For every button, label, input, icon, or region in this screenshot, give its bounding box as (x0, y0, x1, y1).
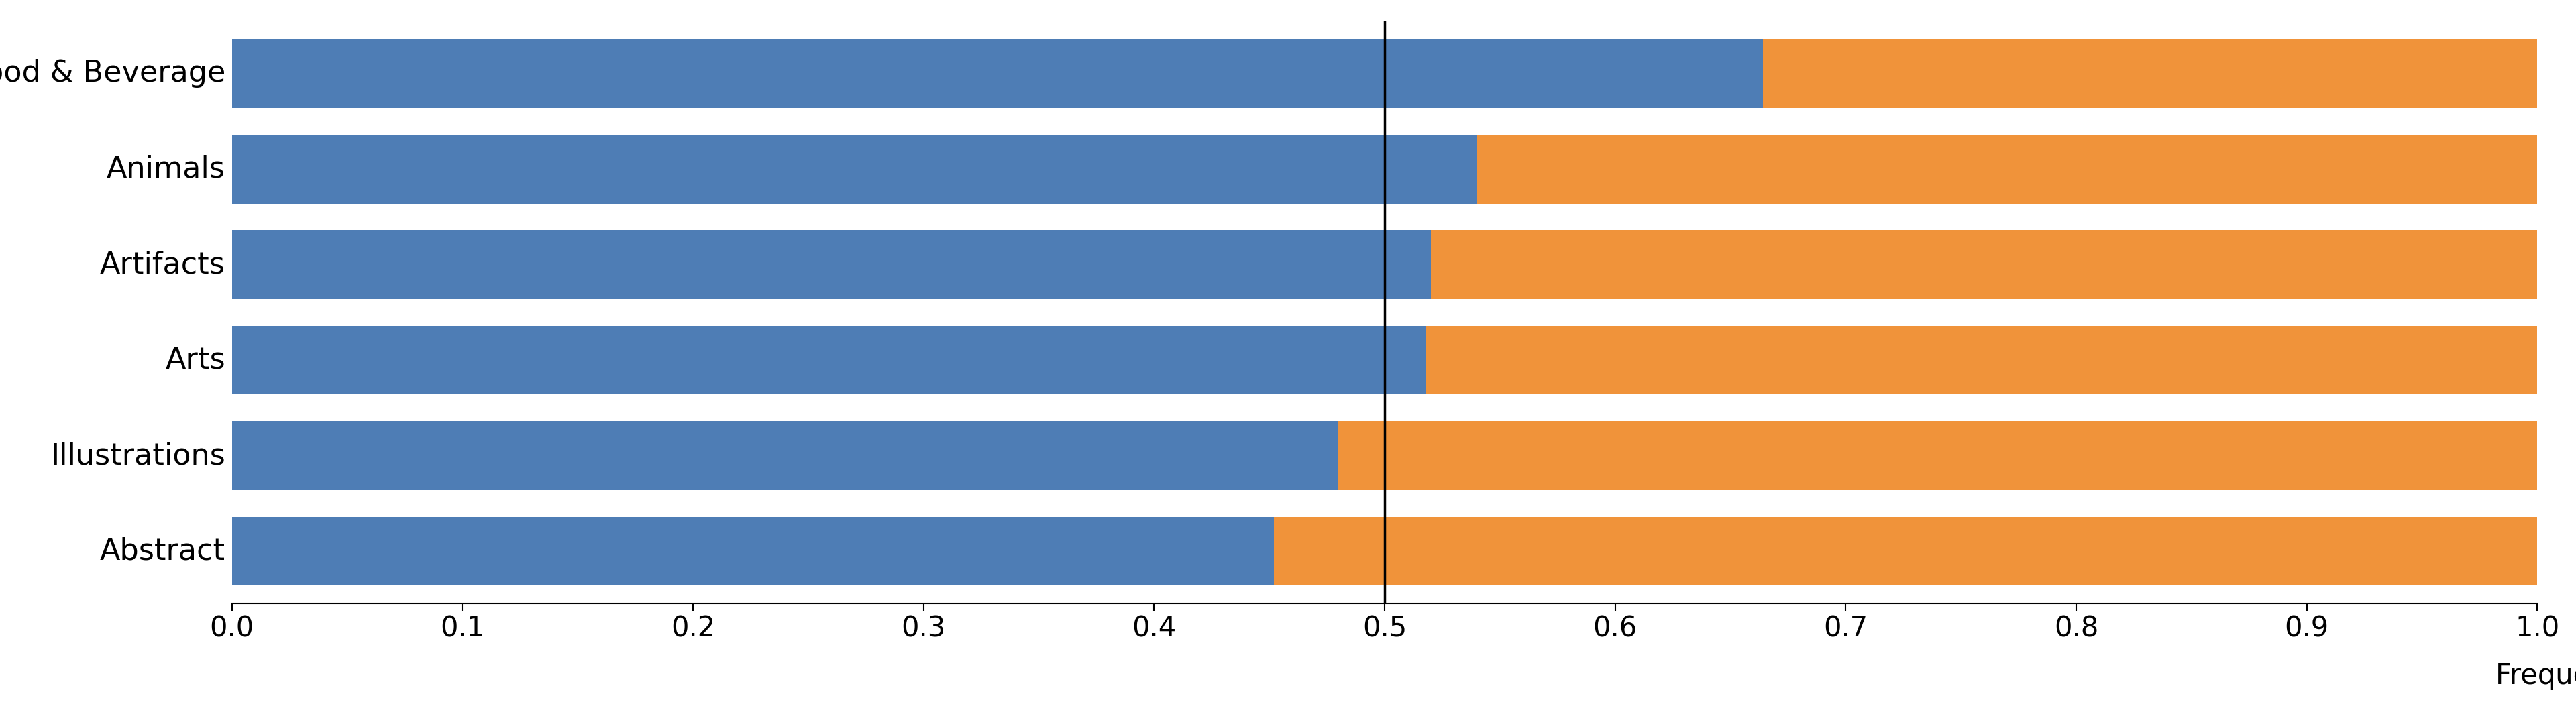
Bar (1427, 326, 2537, 395)
X-axis label: Frequency →: Frequency → (2496, 662, 2576, 690)
Bar (232, 135, 1476, 204)
Bar (232, 230, 1430, 299)
Bar (232, 517, 1275, 585)
Bar (232, 326, 1427, 395)
Bar (232, 39, 1762, 108)
Bar (1762, 39, 2537, 108)
Bar (1430, 230, 2537, 299)
Bar (232, 421, 1340, 490)
Bar (1340, 421, 2537, 490)
Bar (1476, 135, 2537, 204)
Bar (1275, 517, 2537, 585)
